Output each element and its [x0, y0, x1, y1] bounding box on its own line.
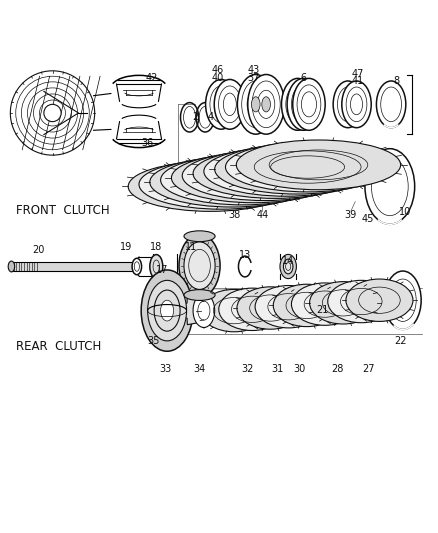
- Ellipse shape: [184, 242, 215, 289]
- Ellipse shape: [226, 142, 390, 192]
- Ellipse shape: [287, 78, 320, 130]
- Ellipse shape: [333, 81, 363, 128]
- Text: 38: 38: [228, 209, 240, 220]
- Ellipse shape: [342, 81, 371, 128]
- Text: 44: 44: [256, 209, 268, 220]
- Ellipse shape: [148, 280, 187, 341]
- Ellipse shape: [139, 159, 304, 209]
- Ellipse shape: [214, 79, 245, 129]
- Text: 14: 14: [282, 256, 294, 266]
- Text: 41: 41: [351, 76, 364, 86]
- Text: 28: 28: [332, 365, 344, 374]
- Ellipse shape: [273, 284, 340, 327]
- Text: 10: 10: [399, 207, 411, 217]
- Ellipse shape: [193, 149, 357, 198]
- Ellipse shape: [215, 144, 379, 194]
- Ellipse shape: [184, 289, 215, 301]
- Ellipse shape: [150, 255, 163, 278]
- Text: 31: 31: [271, 365, 283, 374]
- Text: 22: 22: [394, 336, 407, 346]
- Text: 33: 33: [159, 365, 171, 374]
- Ellipse shape: [179, 235, 220, 297]
- Ellipse shape: [262, 97, 270, 112]
- Text: 39: 39: [345, 209, 357, 220]
- Text: 46: 46: [212, 64, 224, 75]
- Ellipse shape: [237, 287, 304, 329]
- Text: 6: 6: [300, 74, 307, 83]
- Text: REAR  CLUTCH: REAR CLUTCH: [16, 340, 101, 353]
- Ellipse shape: [255, 286, 322, 328]
- Ellipse shape: [365, 149, 415, 224]
- Text: 42: 42: [146, 74, 158, 83]
- Text: FRONT  CLUTCH: FRONT CLUTCH: [16, 204, 110, 217]
- Text: 34: 34: [194, 365, 206, 374]
- Text: 4: 4: [207, 112, 213, 122]
- Text: 45: 45: [362, 214, 374, 224]
- Text: 19: 19: [120, 242, 132, 252]
- Text: 30: 30: [293, 365, 305, 374]
- Ellipse shape: [248, 75, 285, 134]
- Ellipse shape: [8, 261, 14, 272]
- Ellipse shape: [237, 75, 274, 134]
- Ellipse shape: [293, 78, 325, 130]
- Text: 8: 8: [393, 76, 399, 86]
- Text: 2: 2: [192, 112, 198, 122]
- Text: 32: 32: [241, 365, 253, 374]
- Text: 43: 43: [247, 64, 260, 75]
- Ellipse shape: [128, 161, 293, 212]
- Bar: [11, 262, 134, 271]
- Ellipse shape: [161, 300, 173, 321]
- Text: 21: 21: [317, 305, 329, 315]
- Ellipse shape: [184, 231, 215, 241]
- Ellipse shape: [44, 104, 61, 122]
- Text: 11: 11: [185, 242, 197, 252]
- Ellipse shape: [201, 289, 268, 332]
- Ellipse shape: [150, 157, 314, 207]
- Ellipse shape: [132, 259, 141, 274]
- Ellipse shape: [204, 147, 368, 196]
- Text: 47: 47: [351, 69, 364, 79]
- Ellipse shape: [385, 271, 421, 329]
- Text: 27: 27: [362, 365, 374, 374]
- Text: 17: 17: [156, 265, 168, 275]
- Ellipse shape: [193, 294, 215, 327]
- Text: 40: 40: [212, 72, 224, 83]
- Ellipse shape: [161, 155, 325, 205]
- Ellipse shape: [310, 281, 377, 324]
- Ellipse shape: [171, 153, 336, 203]
- Ellipse shape: [280, 254, 297, 279]
- Text: 20: 20: [32, 245, 44, 255]
- Text: 37: 37: [247, 72, 260, 83]
- Ellipse shape: [328, 280, 395, 322]
- Text: 18: 18: [150, 242, 162, 252]
- Ellipse shape: [376, 81, 406, 128]
- Ellipse shape: [153, 272, 177, 282]
- Text: 13: 13: [239, 250, 251, 260]
- Ellipse shape: [346, 279, 413, 321]
- Ellipse shape: [251, 97, 260, 112]
- Polygon shape: [177, 293, 230, 328]
- Ellipse shape: [182, 151, 346, 200]
- Text: 35: 35: [147, 336, 159, 346]
- Ellipse shape: [282, 78, 314, 130]
- Text: 9: 9: [259, 160, 265, 170]
- Ellipse shape: [291, 283, 358, 325]
- Ellipse shape: [205, 79, 237, 129]
- Ellipse shape: [141, 270, 193, 351]
- Ellipse shape: [236, 140, 401, 190]
- Ellipse shape: [219, 288, 286, 330]
- Ellipse shape: [283, 259, 293, 274]
- Text: 36: 36: [141, 138, 154, 148]
